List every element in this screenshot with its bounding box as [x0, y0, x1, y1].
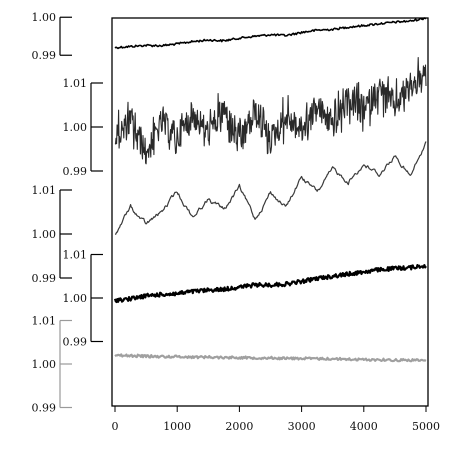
x-tick-label: 0	[112, 420, 119, 433]
x-tick-label: 2000	[225, 420, 253, 433]
y-axes-layer: 1.00 0.99 1.01 1.00 0.99 1.01 1.00 0.99 1.01 1.00…	[32, 11, 103, 415]
plot-frame	[111, 17, 429, 407]
y-tick-label: 0.99	[32, 402, 57, 415]
y-tick-label: 1.01	[32, 315, 57, 328]
x-tick-label: 4000	[350, 420, 378, 433]
y-axis-3: 1.01 1.00 0.99	[32, 184, 72, 285]
y-axis-1: 1.00 0.99	[32, 11, 72, 62]
y-axis-4: 1.01 1.00 0.99	[63, 249, 103, 349]
y-tick-label: 1.00	[63, 292, 88, 305]
y-tick-label: 1.00	[32, 11, 57, 24]
y-tick-label: 0.99	[63, 336, 88, 349]
y-tick-label: 1.01	[32, 184, 57, 197]
series-line-2	[114, 57, 427, 165]
y-tick-label: 1.00	[63, 121, 88, 134]
series-line-4	[113, 264, 427, 304]
series-layer	[113, 17, 427, 363]
x-tick-label: 5000	[412, 420, 440, 433]
y-axis-2: 1.01 1.00 0.99	[63, 77, 103, 178]
y-tick-label: 1.00	[32, 358, 57, 371]
y-tick-label: 0.99	[32, 272, 57, 285]
y-tick-label: 1.00	[32, 228, 57, 241]
series-line-3	[115, 141, 427, 235]
y-axis-5: 1.01 1.00 0.99	[32, 315, 72, 415]
x-axis: 0 1000 2000 3000 4000 5000	[112, 406, 440, 433]
y-tick-label: 1.01	[63, 77, 88, 90]
series-line-1	[114, 17, 427, 50]
x-tick-label: 3000	[288, 420, 316, 433]
y-tick-label: 1.01	[63, 249, 88, 262]
y-tick-label: 0.99	[63, 165, 88, 178]
series-line-5	[114, 353, 427, 363]
y-tick-label: 0.99	[32, 49, 57, 62]
x-tick-label: 1000	[163, 420, 191, 433]
